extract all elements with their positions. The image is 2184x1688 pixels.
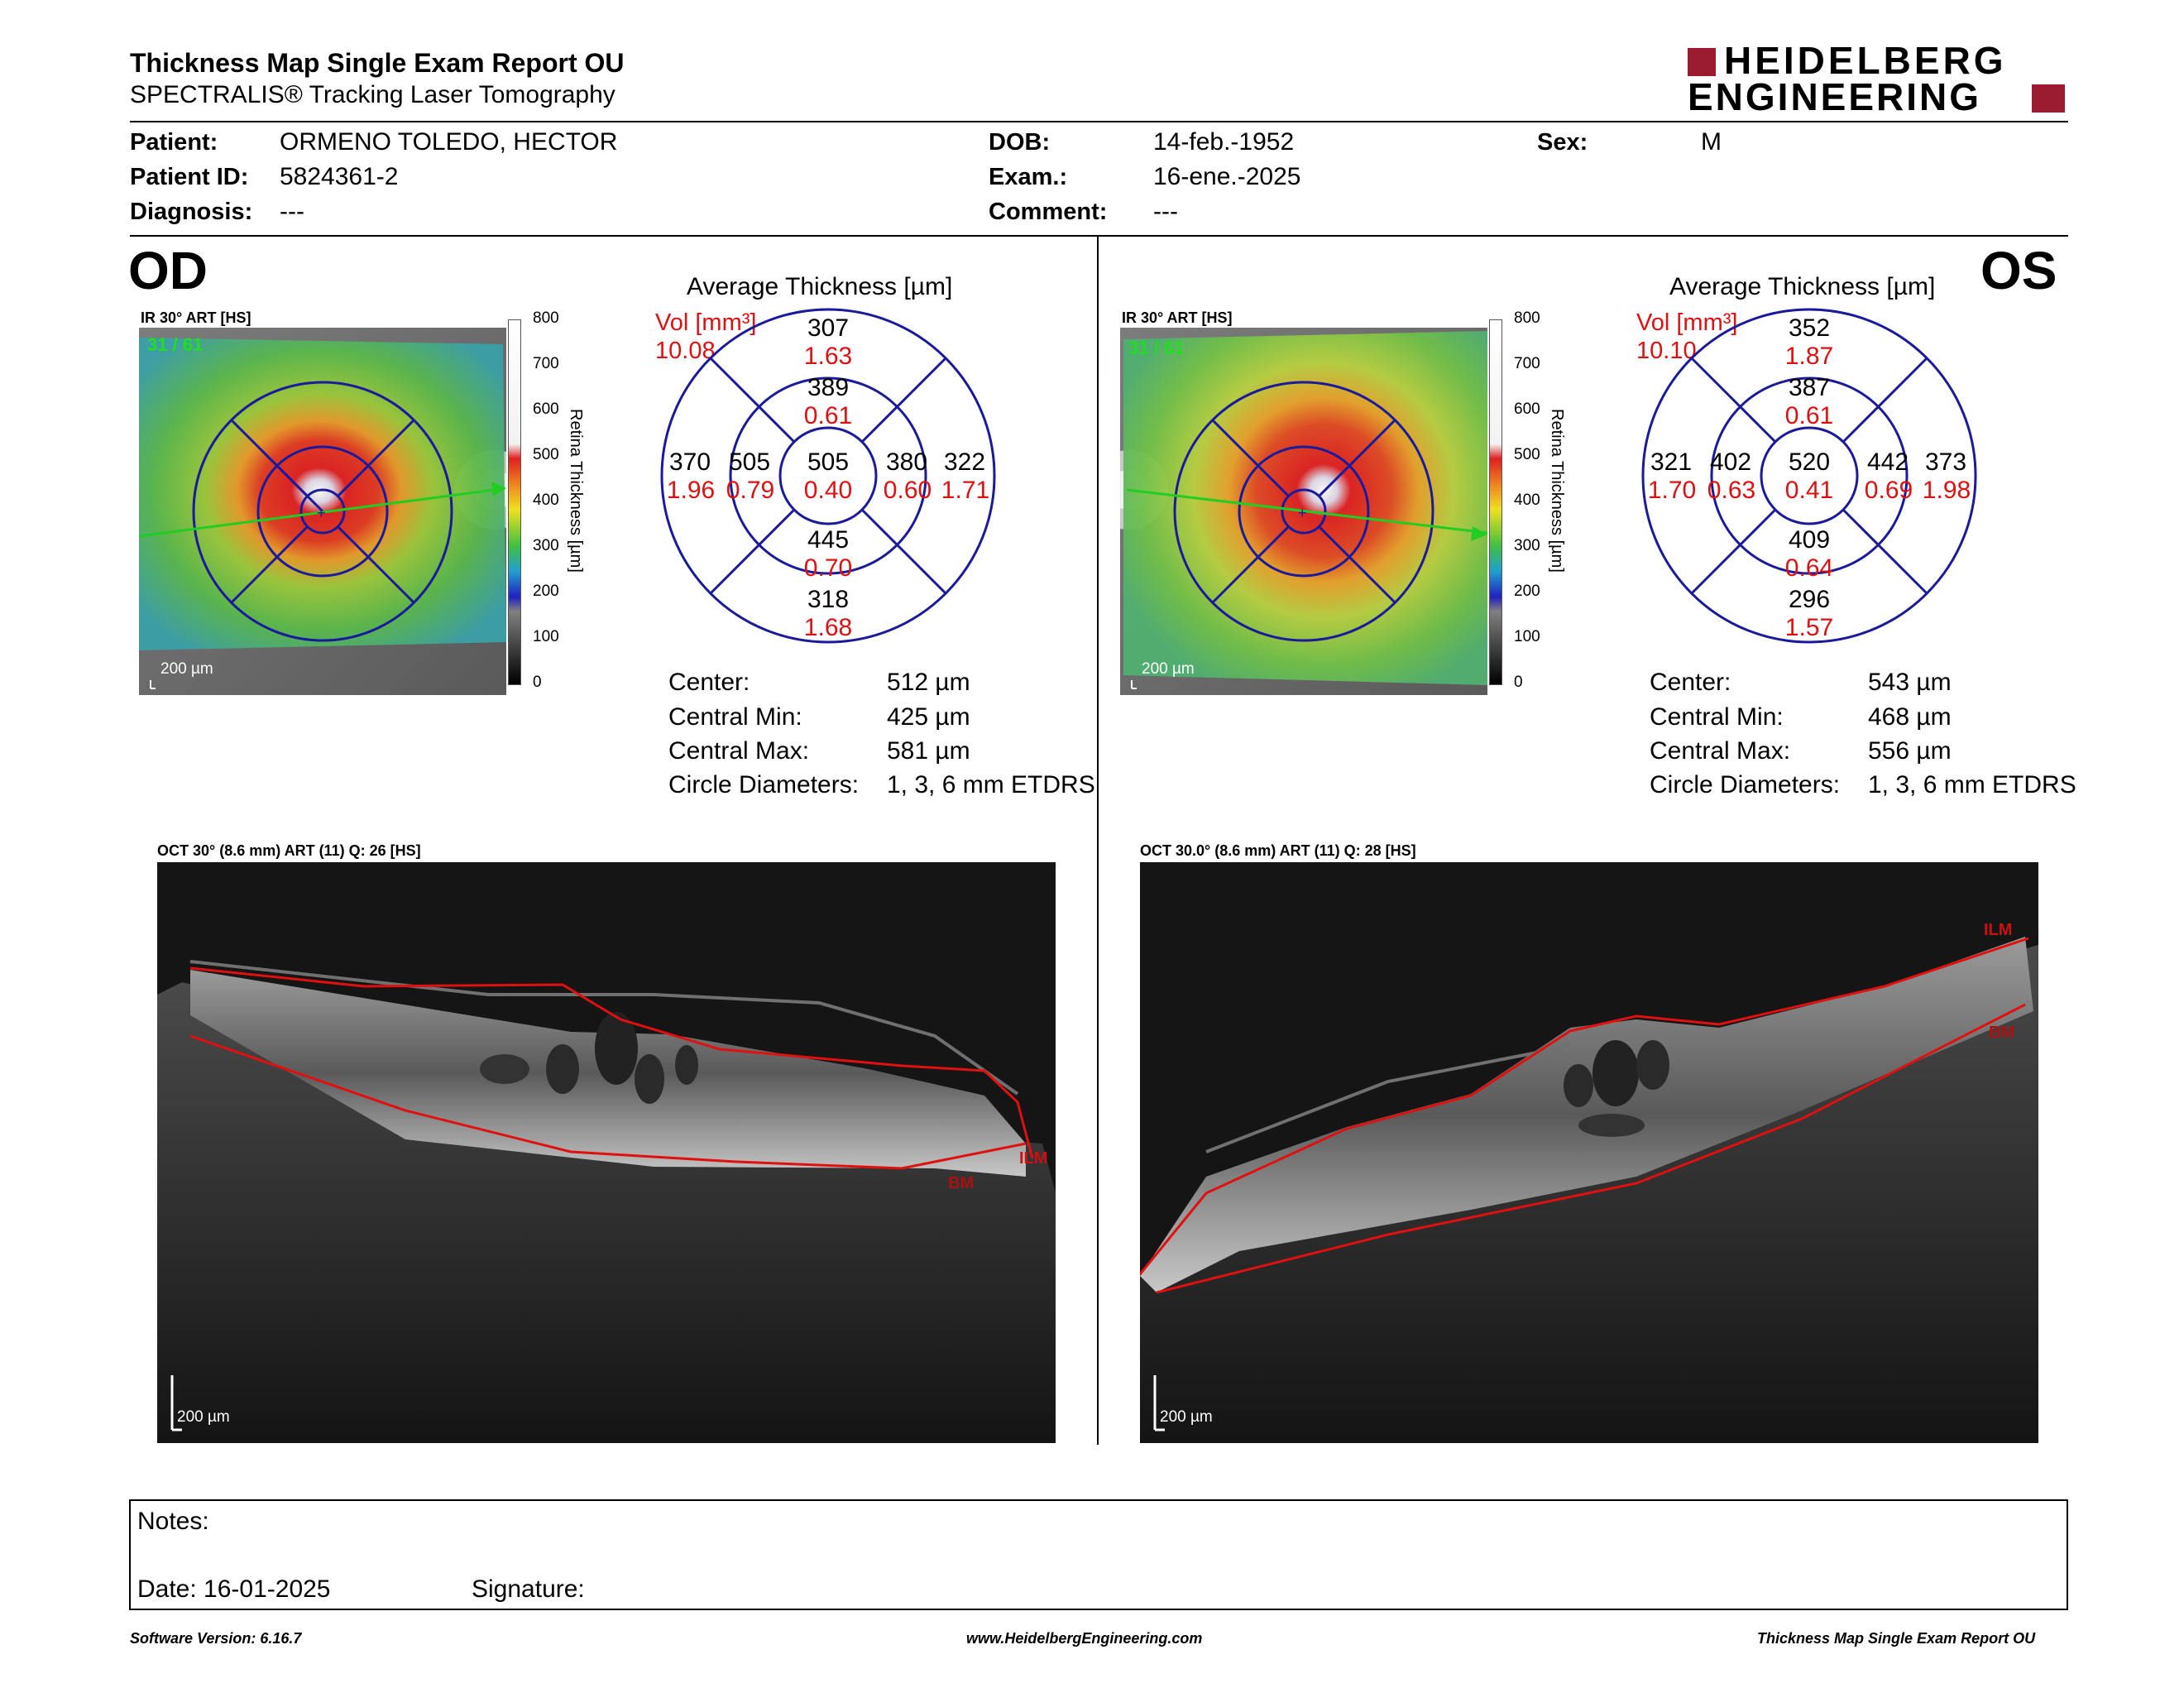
os-vol-label: Vol [mm³] [1636, 309, 1738, 336]
od-map-scale: 200 µm [160, 660, 213, 678]
os-bm-label: BM [1989, 1024, 2014, 1042]
od-colorbar [508, 319, 521, 685]
heidelberg-logo: HEIDELBERG ENGINEERING [1688, 41, 2068, 118]
report-date: Date: 16-01-2025 [137, 1575, 331, 1603]
exam-date: 16-ene.-2025 [1153, 163, 1301, 190]
diagnosis: --- [280, 198, 304, 225]
od-avg-title: Average Thickness [µm] [687, 273, 953, 300]
website-link[interactable]: www.HeidelbergEngineering.com [966, 1630, 1203, 1647]
os-ilm-label: ILM [1984, 921, 2012, 939]
comment: --- [1153, 198, 1178, 225]
diagnosis-label: Diagnosis: [130, 199, 253, 225]
os-avg-title: Average Thickness [µm] [1669, 273, 1936, 300]
signature-label: Signature: [472, 1575, 585, 1603]
os-etdrs-grid [1641, 308, 1977, 644]
os-art-count: 31 / 61 [1128, 338, 1184, 358]
patient-name: ORMENO TOLEDO, HECTOR [280, 128, 618, 156]
od-colorbar-title: Retina Thickness [µm] [567, 409, 585, 573]
os-ir-caption: IR 30° ART [HS] [1122, 309, 1233, 326]
report-subtitle: SPECTRALIS® Tracking Laser Tomography [130, 81, 615, 108]
patient-label: Patient: [130, 129, 218, 156]
od-oct-caption: OCT 30° (8.6 mm) ART (11) Q: 26 [HS] [157, 842, 421, 859]
comment-label: Comment: [989, 199, 1108, 225]
os-oct-scan: ILM BM 200 µm [1140, 862, 2038, 1443]
center-divider [1097, 237, 1099, 1445]
os-sector-values: 352 1.87 387 0.61 520 0.41 321 1.70 402 … [1647, 314, 1971, 641]
os-colorbar-title: Retina Thickness [µm] [1548, 409, 1566, 573]
patient-id: 5824361-2 [280, 163, 399, 190]
dob-label: DOB: [989, 129, 1051, 156]
sex-label: Sex: [1537, 129, 1588, 156]
os-oct-scale: 200 µm [1160, 1408, 1213, 1426]
footer-report-name: Thickness Map Single Exam Report OU [1757, 1630, 2036, 1647]
od-vol-label: Vol [mm³] [655, 309, 757, 336]
od-colorbar-ticks: 800 700 600 500 400 300 200 100 0 [533, 309, 559, 691]
os-map-scale: 200 µm [1142, 660, 1195, 678]
od-ilm-label: ILM [1019, 1149, 1047, 1168]
svg-text:+: + [317, 505, 326, 521]
svg-text:+: + [1298, 505, 1307, 521]
od-oct-scan: ILM BM 200 µm [157, 862, 1056, 1443]
os-colorbar [1489, 319, 1502, 685]
od-bm-label: BM [948, 1174, 974, 1192]
od-art-count: 31 / 61 [147, 334, 203, 355]
od-oct-scale: 200 µm [177, 1408, 230, 1426]
os-thickness-map: + 31 / 61 200 µm [1120, 328, 1487, 695]
od-sector-values: 307 1.63 389 0.61 505 0.40 370 1.96 505 … [666, 314, 990, 641]
report-title: Thickness Map Single Exam Report OU [130, 48, 625, 78]
os-oct-caption: OCT 30.0° (8.6 mm) ART (11) Q: 28 [HS] [1140, 842, 1416, 859]
os-colorbar-ticks: 800 700 600 500 400 300 200 100 0 [1514, 309, 1540, 691]
od-vol-total: 10.08 [655, 338, 716, 364]
os-vol-total: 10.10 [1636, 338, 1697, 364]
exam-label: Exam.: [989, 164, 1068, 190]
logo-line2: ENGINEERING [1688, 75, 1982, 118]
sex: M [1701, 128, 1722, 156]
eye-label-os: OS [1980, 241, 2057, 300]
od-thickness-map: + 31 / 61 200 µm [139, 328, 506, 695]
dob: 14-feb.-1952 [1153, 128, 1295, 156]
patient-id-label: Patient ID: [130, 164, 249, 190]
software-version: Software Version: 6.16.7 [130, 1630, 302, 1647]
logo-line1: HEIDELBERG [1724, 39, 2007, 82]
notes-label: Notes: [137, 1508, 209, 1535]
eye-label-od: OD [128, 241, 208, 300]
notes-box: Notes: Date: 16-01-2025 Signature: [129, 1499, 2068, 1610]
od-ir-caption: IR 30° ART [HS] [141, 309, 251, 326]
od-etdrs-grid [660, 308, 996, 644]
